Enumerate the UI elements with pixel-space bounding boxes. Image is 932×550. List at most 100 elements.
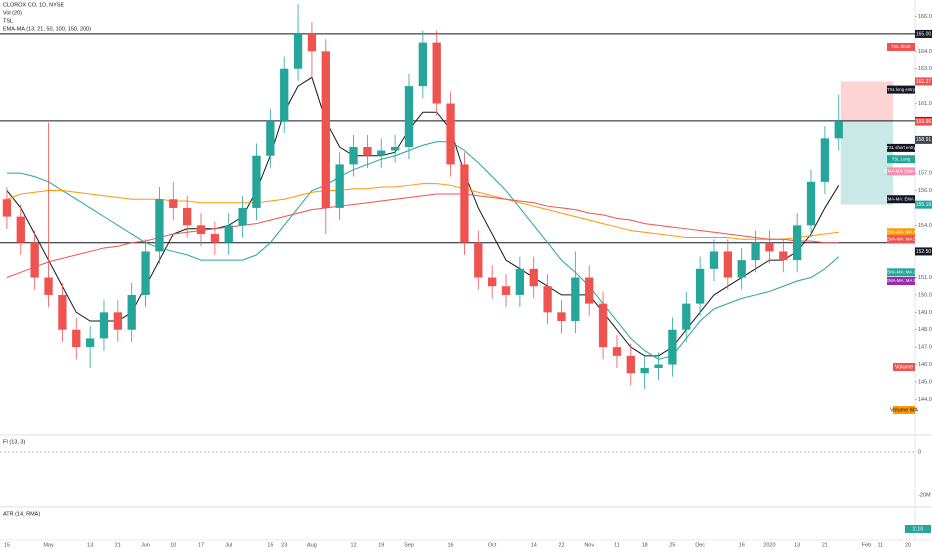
- y-tick-label: 149.00: [918, 310, 932, 316]
- legend-line: CLOROX CO, 1D, NYSE: [3, 2, 64, 8]
- y-tick-label: 145.00: [918, 379, 932, 385]
- price-box-label: 158.91: [916, 137, 932, 143]
- x-tick-label: 25: [669, 542, 675, 548]
- price-box-label: 165.00: [916, 31, 932, 37]
- x-tick-label: Jun: [141, 542, 150, 548]
- candle-body: [779, 251, 788, 261]
- x-tick-label: 2020: [763, 542, 775, 548]
- candle-body: [280, 68, 289, 121]
- x-tick-label: 11: [614, 542, 620, 548]
- candle-body: [377, 150, 386, 156]
- indicator-label-box: [887, 195, 915, 204]
- x-tick-label: 16: [448, 542, 454, 548]
- indicator-label-box: [887, 277, 915, 286]
- candle-body: [321, 51, 330, 208]
- y-tick-label: 150.00: [918, 292, 932, 298]
- indicator-label-box: [887, 235, 915, 244]
- indicator-label-box: [887, 85, 915, 94]
- candle-body: [626, 355, 635, 374]
- candle-body: [793, 225, 802, 261]
- indicator-label: TSL long entry: [887, 87, 916, 92]
- x-tick-label: 21: [822, 542, 828, 548]
- fi-tick-label: 0: [918, 449, 921, 455]
- indicator-label: TSL Long: [892, 156, 911, 161]
- y-tick-label: 148.00: [918, 327, 932, 333]
- x-tick-label: 10: [170, 542, 176, 548]
- x-tick-label: 15: [4, 542, 10, 548]
- legend-line: TSL: [3, 18, 13, 24]
- x-tick-label: 13: [87, 542, 93, 548]
- candle-body: [682, 303, 691, 330]
- indicator-label: EMA-MA: EMA 2: [885, 196, 918, 201]
- candle-body: [529, 268, 538, 287]
- x-tick-label: Sep: [404, 542, 414, 548]
- indicator-label: EMA-MA: MA 2: [886, 269, 916, 274]
- candle-body: [446, 103, 455, 165]
- indicator-label-box: [887, 167, 915, 176]
- price-box-label: 162.27: [916, 79, 932, 85]
- fi-title: FI (13, 3): [3, 439, 25, 445]
- volume-ma-label-box: [893, 406, 915, 414]
- candle-body: [169, 199, 178, 208]
- candle-body: [183, 207, 192, 226]
- x-tick-label: 19: [378, 542, 384, 548]
- candle-body: [501, 286, 511, 295]
- atr-value: 2.10: [913, 526, 924, 532]
- candle-body: [695, 268, 705, 304]
- candle-body: [99, 312, 109, 339]
- indicator-label: EMA-MA: EMA 1: [885, 169, 918, 174]
- legend-line: Vol (20): [3, 10, 22, 16]
- candle-body: [30, 242, 39, 278]
- candle-body: [557, 312, 566, 322]
- candle-body: [474, 242, 483, 278]
- candle-body: [127, 294, 136, 330]
- y-tick-label: 146.00: [918, 362, 932, 368]
- candle-body: [363, 147, 372, 156]
- price-box: [915, 117, 932, 126]
- x-tick-label: Oct: [488, 542, 497, 548]
- candle-body: [155, 199, 164, 252]
- candle-body: [141, 251, 150, 295]
- candle-body: [404, 86, 414, 148]
- x-tick-label: 13: [794, 542, 800, 548]
- candle-body: [640, 368, 649, 374]
- candle-body: [765, 242, 774, 252]
- price-box-label: 159.96: [916, 119, 932, 125]
- candle-body: [58, 294, 67, 330]
- price-box: [915, 29, 932, 38]
- indicator-label-box: [887, 42, 915, 51]
- atr-value-box: [905, 525, 931, 533]
- candle-body: [266, 120, 275, 156]
- candle-body: [751, 242, 760, 261]
- volume-label-box: [893, 363, 915, 371]
- x-tick-label: 21: [115, 542, 121, 548]
- x-tick-label: 23: [281, 542, 287, 548]
- price-box: [915, 200, 932, 209]
- volume-ma-label: Volume MA: [890, 407, 918, 413]
- y-tick-label: 164.00: [918, 49, 932, 55]
- candle-body: [598, 303, 608, 348]
- candle-body: [515, 268, 525, 295]
- y-tick-label: 161.00: [918, 101, 932, 107]
- volume-label: Volume: [895, 364, 913, 370]
- candle-body: [834, 121, 843, 139]
- x-tick-label: 17: [198, 542, 204, 548]
- candle-body: [252, 155, 261, 208]
- candle-body: [349, 147, 358, 165]
- x-tick-label: 20: [905, 542, 911, 548]
- candle-body: [460, 164, 469, 243]
- candle-body: [668, 329, 677, 365]
- candle-body: [335, 164, 344, 208]
- indicator-label-box: [887, 268, 915, 277]
- candle-body: [543, 286, 552, 313]
- candle-body: [488, 277, 497, 287]
- x-tick-label: Nov: [584, 542, 594, 548]
- y-tick-label: 151.00: [918, 275, 932, 281]
- candle-body: [210, 234, 220, 243]
- candle-body: [723, 251, 732, 278]
- indicator-label: EMA-MA: MA 3: [886, 278, 916, 283]
- candle-body: [16, 216, 25, 243]
- candle-body: [224, 225, 233, 243]
- x-tick-label: 16: [739, 542, 745, 548]
- y-tick-label: 163.00: [918, 66, 932, 72]
